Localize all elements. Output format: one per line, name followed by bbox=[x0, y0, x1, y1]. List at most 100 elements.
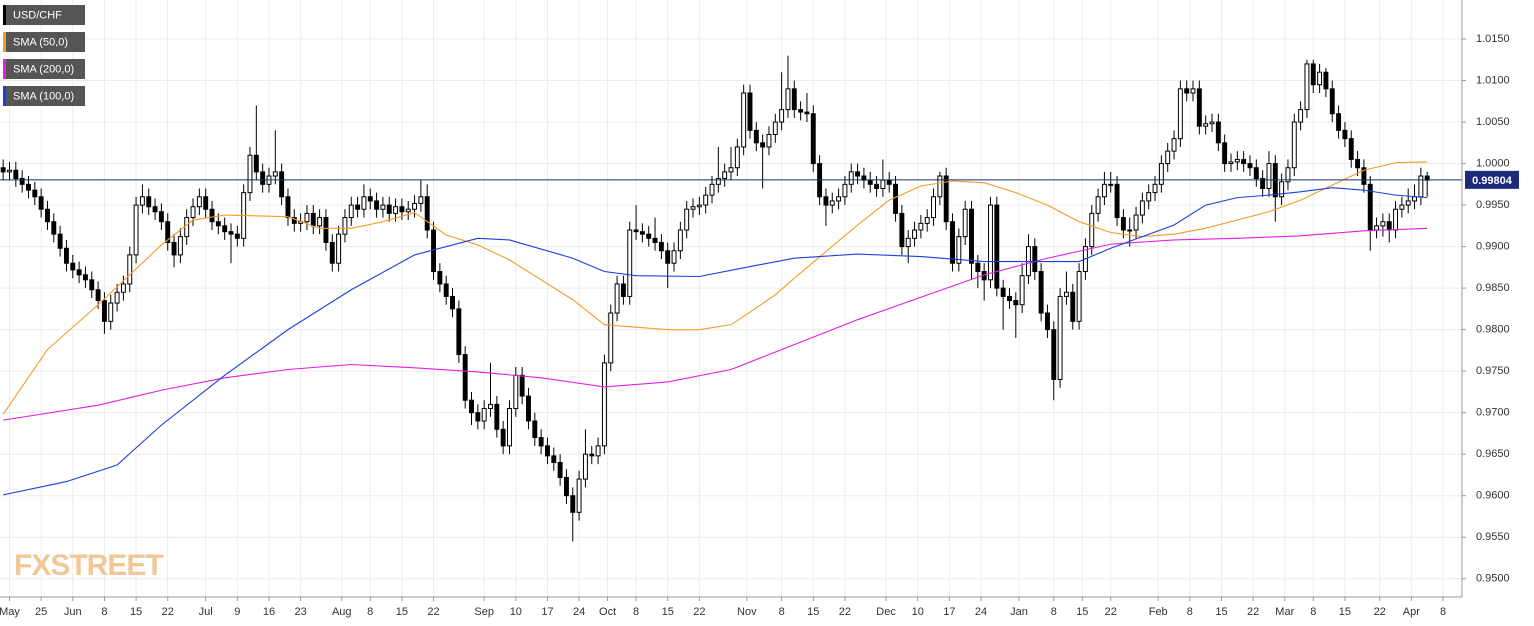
candle-body bbox=[38, 196, 44, 210]
legend-label: SMA (100,0) bbox=[13, 90, 74, 102]
candle-body bbox=[1386, 221, 1392, 231]
candle-body bbox=[215, 221, 221, 227]
x-tick-label: Jan bbox=[1010, 606, 1028, 618]
candle-body bbox=[798, 109, 804, 113]
candle-body bbox=[652, 237, 658, 243]
x-tick-label: 8 bbox=[1440, 606, 1446, 618]
candle-body bbox=[1120, 217, 1126, 231]
candle-body bbox=[779, 109, 785, 123]
candle-body bbox=[253, 154, 259, 173]
sma-line bbox=[2, 161, 1428, 415]
candle-body bbox=[1139, 200, 1145, 216]
x-tick-label: 10 bbox=[912, 606, 924, 618]
candle-body bbox=[139, 196, 145, 206]
sma-line bbox=[3, 187, 1428, 496]
candle-body bbox=[943, 175, 949, 223]
candle-body bbox=[905, 237, 911, 248]
candle-body bbox=[728, 167, 734, 173]
candle-body bbox=[196, 196, 202, 208]
x-tick-label: 8 bbox=[1310, 606, 1316, 618]
candle-body bbox=[842, 183, 848, 198]
candle-body bbox=[582, 453, 588, 480]
candle-body bbox=[304, 212, 310, 223]
candle-body bbox=[836, 196, 842, 202]
watermark: FXSTREET bbox=[14, 549, 163, 582]
candle-body bbox=[810, 113, 816, 165]
candle-body bbox=[734, 146, 740, 169]
y-tick-label: 0.9650 bbox=[1476, 448, 1510, 460]
grid: FXSTREET bbox=[0, 0, 1462, 597]
candle-body bbox=[937, 175, 943, 198]
legend-label: SMA (50,0) bbox=[13, 36, 68, 48]
candle-body bbox=[1196, 88, 1202, 127]
candle-body bbox=[1234, 158, 1240, 163]
x-tick-label: Sep bbox=[474, 606, 494, 618]
candle-body bbox=[924, 217, 930, 224]
candle-body bbox=[665, 250, 671, 264]
candle-body bbox=[1298, 109, 1304, 123]
x-tick-label: Apr bbox=[1403, 606, 1420, 618]
candle-body bbox=[234, 233, 240, 239]
candle-body bbox=[722, 171, 728, 180]
candle-body bbox=[969, 208, 974, 264]
candle-body bbox=[1114, 183, 1120, 219]
candle-body bbox=[177, 236, 183, 256]
candle-body bbox=[1241, 158, 1247, 165]
candle-body bbox=[1266, 163, 1272, 189]
candle-body bbox=[1317, 71, 1323, 86]
candle-body bbox=[962, 208, 968, 238]
candle-body bbox=[380, 204, 386, 210]
candle-body bbox=[45, 208, 50, 223]
candle-body bbox=[393, 206, 399, 214]
candle-body bbox=[228, 231, 234, 235]
candle-body bbox=[1412, 196, 1417, 202]
legend-label: SMA (200,0) bbox=[13, 63, 74, 75]
legend-swatch bbox=[3, 86, 6, 106]
candle-body bbox=[120, 283, 126, 293]
candle-body bbox=[867, 179, 873, 185]
candle-body bbox=[538, 437, 544, 447]
x-tick-label: 8 bbox=[367, 606, 373, 618]
candle-body bbox=[557, 461, 563, 478]
candle-body bbox=[639, 231, 645, 235]
candle-body bbox=[1310, 63, 1316, 86]
candle-body bbox=[1177, 88, 1183, 140]
candle-body bbox=[32, 189, 38, 198]
candle-body bbox=[1165, 150, 1171, 165]
candle-body bbox=[526, 395, 531, 422]
candle-body bbox=[1032, 246, 1038, 273]
candle-body bbox=[684, 208, 690, 231]
candle-body bbox=[1044, 312, 1050, 331]
candle-body bbox=[1260, 178, 1266, 189]
candle-body bbox=[874, 183, 880, 189]
candle-body bbox=[317, 217, 323, 227]
x-tick-label: Feb bbox=[1149, 606, 1168, 618]
candle-body bbox=[696, 204, 702, 208]
x-tick-label: May bbox=[0, 606, 20, 618]
candle-body bbox=[1051, 329, 1057, 380]
candle-body bbox=[133, 204, 139, 256]
x-tick-label: Mar bbox=[1275, 606, 1294, 618]
candle-body bbox=[507, 408, 512, 447]
candle-body bbox=[171, 241, 177, 256]
candle-body bbox=[367, 196, 373, 202]
candle-body bbox=[1291, 121, 1297, 169]
candle-body bbox=[1285, 167, 1291, 183]
candle-body bbox=[544, 445, 550, 457]
x-tick-label: 25 bbox=[35, 606, 47, 618]
candle-body bbox=[329, 241, 335, 264]
candle-body bbox=[608, 312, 614, 364]
y-tick-label: 0.9750 bbox=[1476, 365, 1510, 377]
candle-body bbox=[1127, 229, 1133, 232]
candle-body bbox=[760, 142, 766, 148]
candle-body bbox=[1348, 138, 1354, 160]
candle-body bbox=[994, 204, 1000, 289]
y-tick-label: 0.9800 bbox=[1476, 324, 1510, 336]
candle-body bbox=[1304, 63, 1310, 111]
candle-body bbox=[184, 217, 190, 238]
legend-swatch bbox=[3, 59, 6, 79]
legend-box bbox=[3, 59, 85, 79]
sma-line bbox=[3, 227, 1428, 421]
